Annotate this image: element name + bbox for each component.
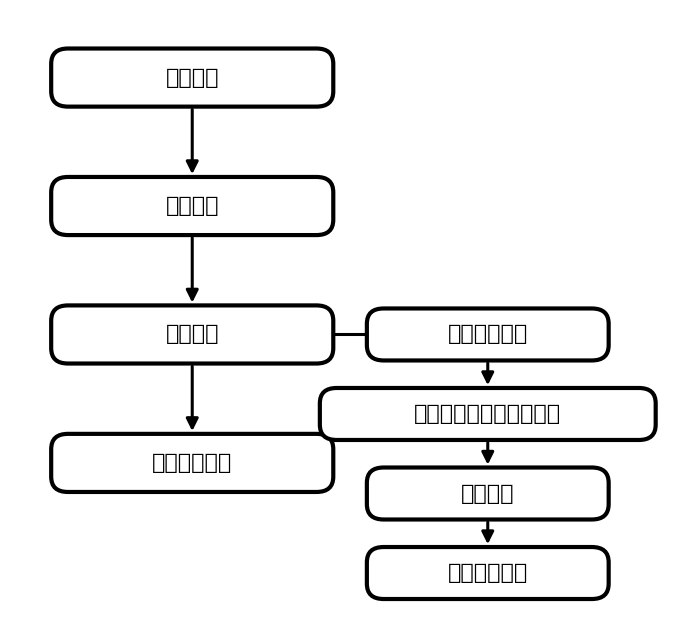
FancyBboxPatch shape [320,388,656,440]
Text: 注入样本: 注入样本 [165,68,219,87]
FancyBboxPatch shape [51,434,333,492]
FancyBboxPatch shape [51,177,333,235]
Text: 有形成分分类: 有形成分分类 [447,563,528,583]
Text: 有形成分检测和图像分割: 有形成分检测和图像分割 [414,404,561,424]
Text: 鞘液调节: 鞘液调节 [165,196,219,216]
Text: 图像处理: 图像处理 [165,324,219,345]
FancyBboxPatch shape [51,48,333,107]
FancyBboxPatch shape [367,467,609,520]
Text: 定量结果报告: 定量结果报告 [152,453,233,473]
FancyBboxPatch shape [51,306,333,363]
Text: 捕获数字图像: 捕获数字图像 [447,324,528,345]
FancyBboxPatch shape [367,309,609,360]
Text: 特征提取: 特征提取 [461,484,515,503]
FancyBboxPatch shape [367,547,609,599]
